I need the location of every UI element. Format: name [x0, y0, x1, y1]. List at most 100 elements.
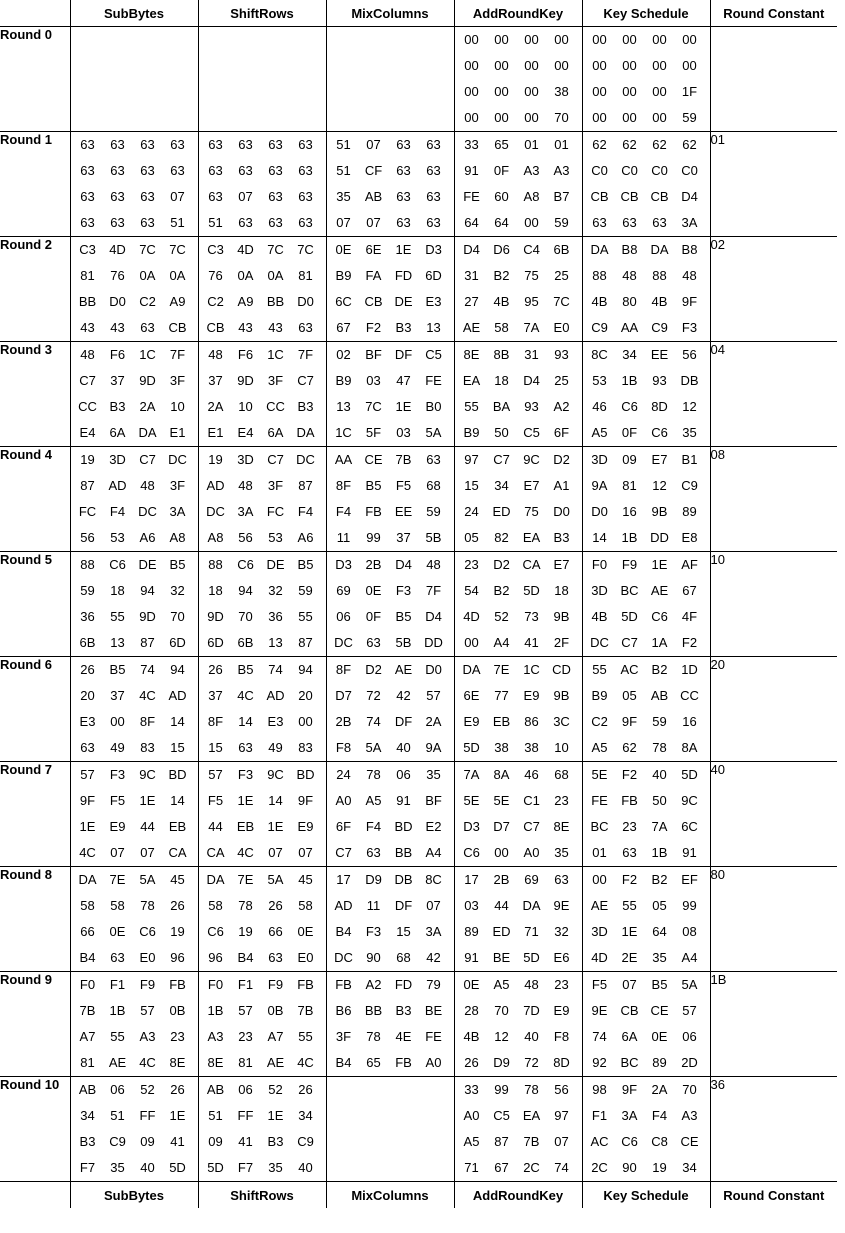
state-byte: E2 [425, 819, 442, 834]
state-byte: 70 [554, 110, 569, 125]
state-byte: 40 [140, 1160, 155, 1175]
state-byte: 8A [681, 740, 698, 755]
state-byte: 38 [554, 84, 569, 99]
header-shiftrows: ShiftRows [197, 0, 326, 27]
shiftrows-state: DA 7E 5A 45 58 78 26 58 C6 19 66 0E 96 B4 63 E0 [197, 866, 326, 972]
round-label: Round 5 [0, 551, 70, 657]
state-byte: 94 [298, 662, 313, 677]
state-byte: 3A [425, 924, 442, 939]
subbytes-state: 57 F3 9C BD 9F F5 1E 14 1E E9 44 EB 4C 07 07 CA [69, 761, 198, 867]
state-byte: 49 [110, 740, 125, 755]
state-byte: 07 [268, 845, 283, 860]
state-byte: 1C [139, 347, 156, 362]
state-byte: DB [680, 373, 699, 388]
state-byte: 1E [651, 557, 668, 572]
state-byte: 63 [366, 635, 381, 650]
state-byte: 81 [298, 268, 313, 283]
shiftrows-state: 26 B5 74 94 37 4C AD 20 8F 14 E3 00 15 63 49 83 [197, 656, 326, 762]
state-byte: 87 [298, 478, 313, 493]
state-byte: 63 [298, 163, 313, 178]
state-byte: D3 [425, 242, 442, 257]
state-byte: FB [335, 977, 352, 992]
state-byte: 55 [110, 1029, 125, 1044]
state-byte: 1D [681, 662, 698, 677]
state-byte: 59 [80, 583, 95, 598]
state-matrix: F5 07 B5 5A 9E CB CE 57 74 6A 0E 06 92 BC 89 2D [585, 972, 710, 1076]
state-byte: 3D [591, 924, 608, 939]
state-byte: 9C [267, 767, 284, 782]
state-byte: 54 [464, 583, 479, 598]
rounds-body: Round 0 00 00 00 00 00 00 00 00 00 00 00 38 00 00 00 70 0… [0, 26, 837, 1182]
state-byte: 01 [524, 137, 539, 152]
state-byte: 57 [208, 767, 223, 782]
state-byte: F4 [365, 819, 382, 834]
state-byte: BB [394, 845, 413, 860]
state-byte: B5 [395, 609, 412, 624]
state-byte: 57 [140, 1003, 155, 1018]
state-byte: 83 [140, 740, 155, 755]
state-byte: DE [394, 294, 413, 309]
state-byte: AC [590, 1134, 609, 1149]
state-byte: D4 [463, 242, 480, 257]
state-matrix: 26 B5 74 94 37 4C AD 20 8F 14 E3 00 15 63 49 83 [201, 657, 326, 761]
state-byte: 63 [396, 215, 411, 230]
state-byte: 7B [297, 1003, 314, 1018]
state-byte: E9 [553, 1003, 570, 1018]
state-byte: A3 [523, 163, 540, 178]
state-byte: 41 [524, 635, 539, 650]
state-byte: 56 [238, 530, 253, 545]
state-byte: 78 [366, 1029, 381, 1044]
state-byte: AD [266, 688, 285, 703]
state-byte: BD [394, 819, 413, 834]
state-byte: BE [424, 1003, 443, 1018]
state-byte: 63 [268, 950, 283, 965]
state-byte: 90 [622, 1160, 637, 1175]
state-byte: B5 [109, 662, 126, 677]
state-byte: 07 [170, 189, 185, 204]
footer-corner [0, 1181, 70, 1208]
state-byte: 7B [395, 452, 412, 467]
state-byte: C7 [621, 635, 638, 650]
state-byte: BC [620, 583, 639, 598]
state-byte: A8 [169, 530, 186, 545]
state-byte: 48 [426, 557, 441, 572]
round-row: Round 4 19 3D C7 DC 87 AD 48 3F FC F4 DC 3A 56 53 A6 A8 1… [0, 446, 837, 552]
mixcolumns-state: AA CE 7B 63 8F B5 F5 68 F4 FB EE 59 11 99 37 5B [325, 446, 454, 552]
state-byte: 13 [426, 320, 441, 335]
state-byte: 12 [682, 399, 697, 414]
state-matrix: AB 06 52 26 51 FF 1E 34 09 41 B3 C9 5D F7 35 40 [201, 1077, 326, 1181]
state-byte: E4 [79, 425, 96, 440]
state-byte: 0A [139, 268, 156, 283]
state-byte: 63 [298, 189, 313, 204]
round-label: Round 8 [0, 866, 70, 972]
state-byte: 63 [396, 137, 411, 152]
state-byte: 35 [682, 425, 697, 440]
state-byte: 03 [464, 898, 479, 913]
state-byte: 66 [80, 924, 95, 939]
state-byte: 1E [169, 1108, 186, 1123]
state-byte: 7B [523, 1134, 540, 1149]
state-byte: 23 [554, 793, 569, 808]
state-byte: 3F [169, 478, 186, 493]
state-byte: 7A [523, 320, 540, 335]
state-byte: EA [462, 373, 481, 388]
state-byte: 59 [682, 110, 697, 125]
state-byte: 62 [622, 740, 637, 755]
state-byte: E3 [79, 714, 96, 729]
state-byte: C9 [109, 1134, 126, 1149]
state-byte: 01 [592, 845, 607, 860]
state-byte: DD [650, 530, 669, 545]
state-byte: 37 [208, 373, 223, 388]
state-byte: 00 [464, 635, 479, 650]
state-byte: 91 [464, 163, 479, 178]
state-byte: 6C [681, 819, 698, 834]
state-byte: 0B [267, 1003, 284, 1018]
state-byte: 35 [336, 189, 351, 204]
state-byte: 63 [110, 163, 125, 178]
state-byte: 63 [140, 320, 155, 335]
state-byte: 76 [208, 268, 223, 283]
state-byte: 51 [110, 1108, 125, 1123]
state-byte: 4C [237, 845, 254, 860]
state-byte: C6 [463, 845, 480, 860]
state-byte: 4B [463, 1029, 480, 1044]
